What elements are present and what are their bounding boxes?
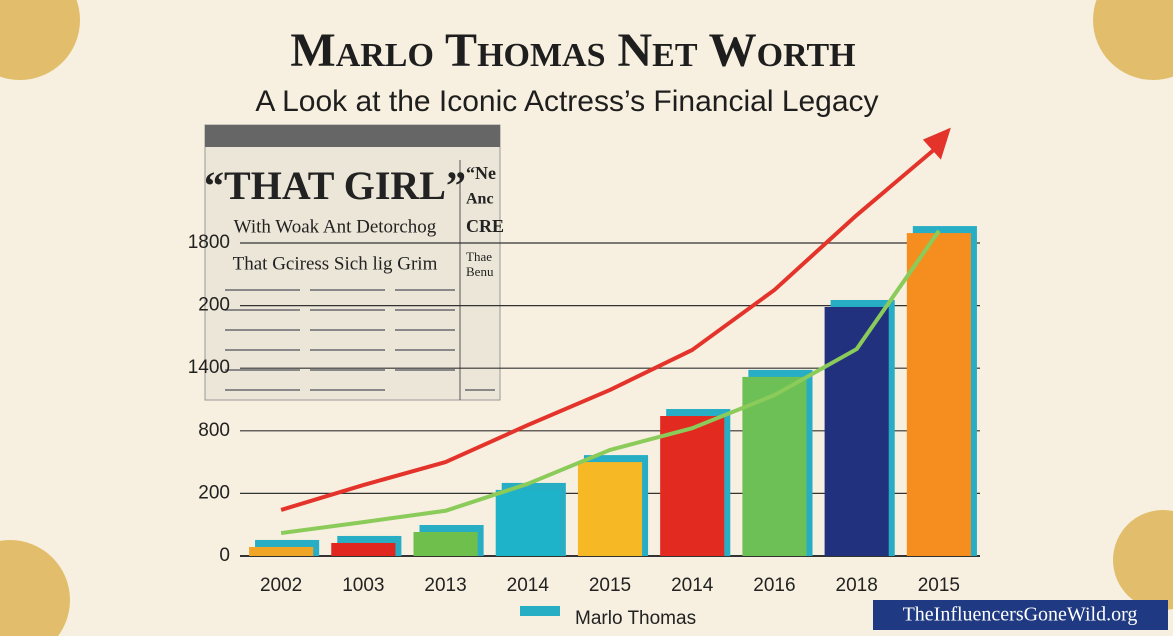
newspaper-side: Benu	[466, 264, 494, 279]
x-tick-label: 2013	[424, 575, 466, 596]
newspaper-side: Thae	[466, 249, 492, 264]
x-tick-label: 2018	[836, 575, 878, 596]
x-tick-label: 2016	[753, 575, 795, 596]
chart-subtitle: A Look at the Iconic Actress’s Financial…	[255, 85, 878, 118]
y-tick-label: 1800	[188, 232, 230, 253]
y-tick-label: 800	[198, 420, 230, 441]
bar	[577, 462, 643, 556]
y-tick-label: 1400	[188, 357, 230, 378]
newspaper-side: Anc	[466, 191, 494, 208]
newspaper-side: CRE	[466, 216, 504, 236]
trend-line	[280, 229, 941, 536]
x-tick-label: 2002	[260, 575, 302, 596]
bar	[906, 233, 971, 556]
watermark: TheInfluencersGoneWild.org	[903, 604, 1138, 626]
newspaper-line: That Gciress Sich lig Grim	[233, 253, 438, 274]
newspaper: “THAT GIRL” With Woak Ant Detorchog That…	[204, 124, 504, 401]
chart-title: Marlo Thomas Net Worth	[290, 24, 855, 77]
newspaper-line: With Woak Ant Detorchog	[234, 216, 437, 237]
x-tick-label: 2015	[918, 575, 960, 596]
x-tick-label: 1003	[342, 575, 384, 596]
y-tick-label: 200	[198, 295, 230, 316]
x-tick-label: 2015	[589, 575, 631, 596]
bar	[742, 376, 807, 556]
legend-swatch	[520, 606, 560, 616]
bar	[331, 542, 396, 556]
trend-line	[280, 144, 941, 512]
x-tick-label: 2014	[507, 575, 550, 596]
watermark-box	[873, 600, 1168, 630]
newspaper-side: “Ne	[466, 163, 496, 183]
bar	[249, 546, 314, 556]
arrow-head	[922, 127, 951, 160]
legend-label: Marlo Thomas	[575, 608, 696, 629]
bar	[413, 532, 478, 556]
y-tick-label: 0	[219, 545, 230, 566]
bar	[660, 416, 725, 556]
bar	[495, 489, 560, 556]
bar	[824, 306, 889, 556]
x-tick-label: 2014	[671, 575, 714, 596]
newspaper-headline: “THAT GIRL”	[204, 163, 466, 208]
y-tick-label: 200	[198, 482, 230, 503]
